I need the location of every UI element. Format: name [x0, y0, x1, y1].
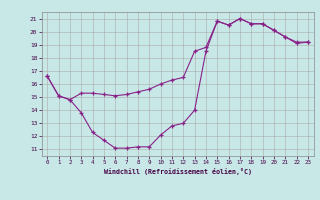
- X-axis label: Windchill (Refroidissement éolien,°C): Windchill (Refroidissement éolien,°C): [104, 168, 252, 175]
